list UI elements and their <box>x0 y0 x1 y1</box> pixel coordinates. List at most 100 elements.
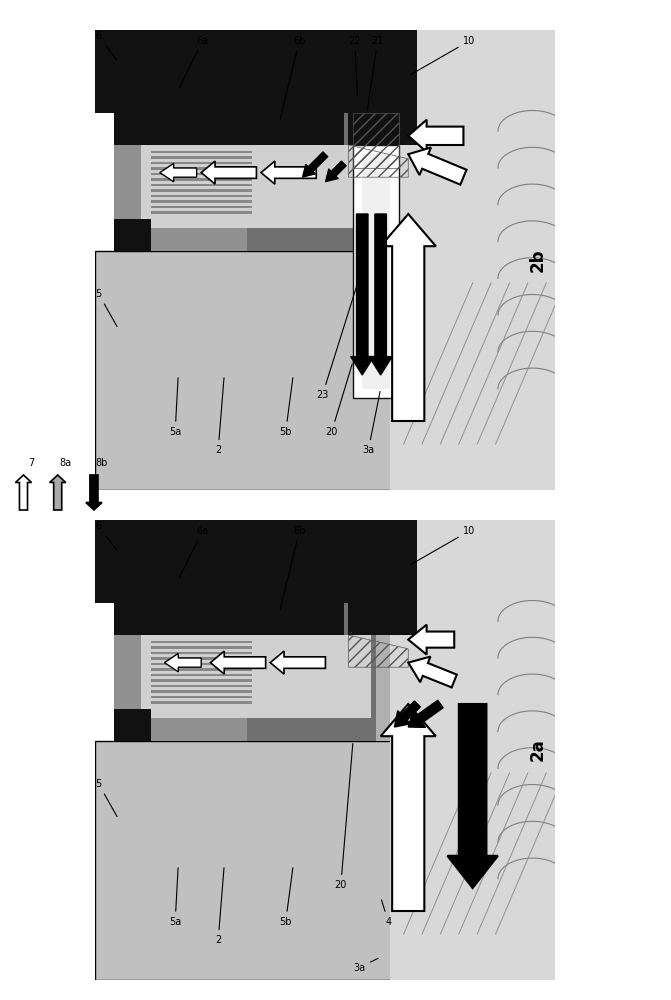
Bar <box>247 603 376 741</box>
Text: 4: 4 <box>381 900 391 927</box>
Bar <box>348 30 417 145</box>
Text: 6a: 6a <box>179 526 209 577</box>
Text: 6: 6 <box>95 521 117 550</box>
Bar <box>150 668 252 671</box>
Bar <box>150 167 252 170</box>
Bar <box>390 520 556 980</box>
Polygon shape <box>164 653 201 672</box>
Bar <box>348 520 417 635</box>
Polygon shape <box>160 163 197 182</box>
Polygon shape <box>408 700 443 727</box>
Bar <box>150 685 252 687</box>
Bar <box>150 195 252 197</box>
Text: 22: 22 <box>348 36 361 96</box>
Bar <box>150 646 252 649</box>
Text: 7: 7 <box>28 458 35 468</box>
Polygon shape <box>325 161 346 182</box>
Polygon shape <box>270 651 325 674</box>
Bar <box>150 173 252 175</box>
Text: 23: 23 <box>316 286 357 400</box>
Text: 2a: 2a <box>528 739 546 761</box>
Text: 2: 2 <box>215 378 224 455</box>
Polygon shape <box>50 475 66 510</box>
Bar <box>150 189 252 192</box>
Bar <box>150 184 252 186</box>
Text: 6b: 6b <box>280 526 305 609</box>
Polygon shape <box>86 475 102 510</box>
Bar <box>114 113 252 251</box>
Bar <box>150 701 252 704</box>
Bar <box>114 621 275 713</box>
Text: 8b: 8b <box>96 458 108 468</box>
Polygon shape <box>369 214 392 375</box>
Polygon shape <box>380 214 436 421</box>
Bar <box>150 178 252 181</box>
Polygon shape <box>211 651 266 674</box>
Bar <box>114 113 390 251</box>
Polygon shape <box>408 120 464 152</box>
Text: 5: 5 <box>95 779 117 817</box>
Text: 20: 20 <box>335 744 353 890</box>
Polygon shape <box>408 657 457 687</box>
Bar <box>150 690 252 693</box>
Polygon shape <box>201 161 256 184</box>
Bar <box>142 145 372 228</box>
Bar <box>142 635 372 718</box>
Bar <box>95 251 395 490</box>
Text: 2b: 2b <box>528 248 546 272</box>
Text: 8a: 8a <box>60 458 72 468</box>
Text: 6b: 6b <box>280 36 305 119</box>
Bar <box>150 679 252 682</box>
Bar <box>114 113 344 145</box>
Bar <box>150 663 252 665</box>
Bar <box>150 200 252 203</box>
Bar <box>362 154 390 389</box>
Text: 5b: 5b <box>279 868 293 927</box>
Text: 3a: 3a <box>353 958 378 973</box>
Bar <box>390 30 556 490</box>
Bar <box>247 113 376 251</box>
Text: 6: 6 <box>95 31 117 60</box>
Text: 3a: 3a <box>362 392 380 455</box>
Bar <box>353 113 399 168</box>
Polygon shape <box>261 161 316 184</box>
Polygon shape <box>380 704 436 911</box>
Bar <box>150 162 252 164</box>
Bar <box>150 206 252 208</box>
Text: 5b: 5b <box>279 378 293 437</box>
Bar <box>114 131 275 223</box>
Polygon shape <box>351 214 374 375</box>
Bar <box>114 603 390 741</box>
Polygon shape <box>448 704 498 888</box>
Bar <box>150 151 252 153</box>
Bar <box>114 603 252 741</box>
Bar <box>150 652 252 654</box>
Bar <box>150 674 252 676</box>
Bar <box>150 156 252 159</box>
Bar <box>150 657 252 660</box>
Polygon shape <box>408 625 454 655</box>
Text: 6a: 6a <box>179 36 209 87</box>
Bar <box>114 219 150 251</box>
Text: 10: 10 <box>411 526 476 565</box>
Text: 10: 10 <box>411 36 476 75</box>
Polygon shape <box>408 147 466 185</box>
Text: 2: 2 <box>215 868 224 945</box>
Text: 20: 20 <box>325 364 352 437</box>
Polygon shape <box>303 152 328 177</box>
Bar <box>95 741 395 980</box>
Text: 5: 5 <box>95 289 117 327</box>
Bar <box>95 30 395 113</box>
Text: 21: 21 <box>367 36 384 110</box>
Text: 5a: 5a <box>169 868 181 927</box>
Polygon shape <box>15 475 32 510</box>
Text: 5a: 5a <box>169 378 181 437</box>
Bar <box>114 603 344 635</box>
Bar <box>150 641 252 643</box>
Bar <box>114 709 150 741</box>
Bar <box>150 696 252 698</box>
Polygon shape <box>395 701 420 727</box>
Bar <box>353 145 399 398</box>
Bar <box>95 520 395 603</box>
Bar <box>150 211 252 214</box>
